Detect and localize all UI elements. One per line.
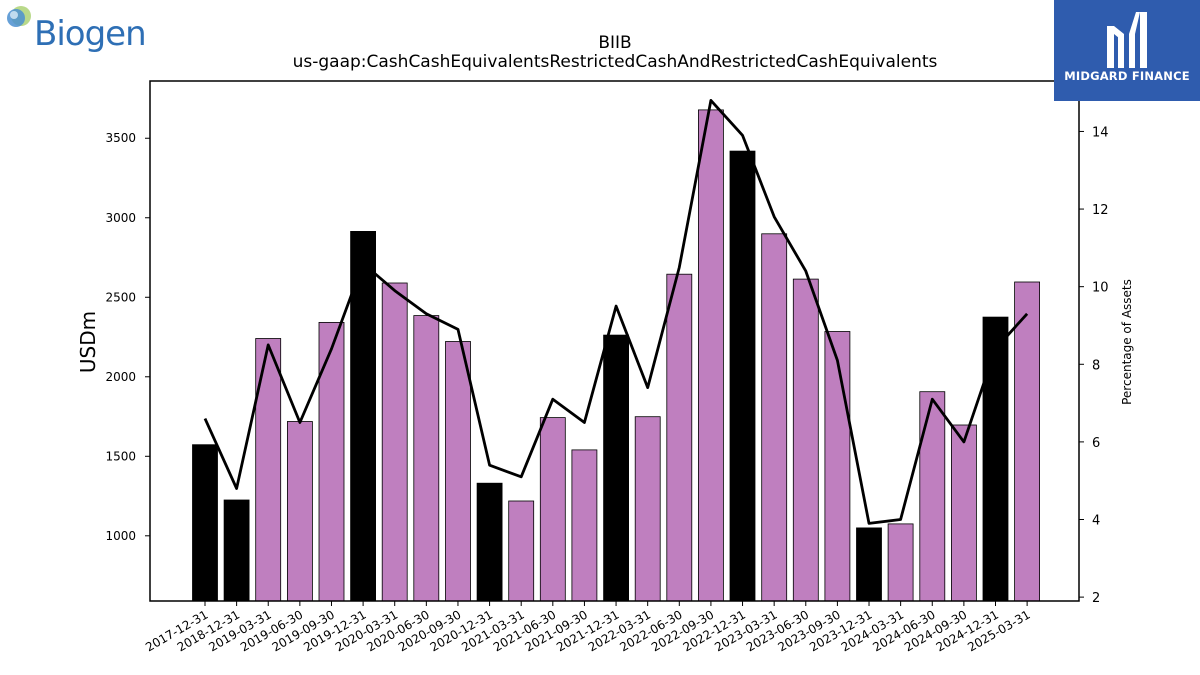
y2-tick-label: 4 (1092, 514, 1100, 529)
bar-2022-06-30 (666, 273, 693, 602)
y2-tick-label: 6 (1092, 436, 1100, 451)
bar-2020-12-31 (476, 482, 503, 602)
bar-2024-06-30 (919, 391, 946, 602)
bar-2023-12-31 (856, 527, 882, 602)
bar-2019-09-30 (318, 321, 345, 602)
y-tick-label: 2000 (105, 370, 136, 384)
bar-2020-09-30 (445, 341, 471, 602)
bar-2023-09-30 (824, 331, 851, 602)
bar-2020-03-31 (381, 282, 408, 602)
y-tick-label: 2500 (105, 290, 136, 304)
right-axis-ticks: 2 4 6 8 10 12 14 (1079, 125, 1109, 606)
bar-2021-12-31 (603, 334, 629, 602)
y2-tick-label: 14 (1092, 125, 1109, 140)
bar-2019-12-31 (350, 230, 377, 602)
bar-2017-12-31 (192, 444, 218, 602)
bar-2021-06-30 (539, 417, 566, 602)
bar-2025-03-31 (1014, 281, 1040, 602)
y2-tick-label: 8 (1092, 358, 1100, 373)
bar-2024-12-31 (982, 316, 1009, 602)
bar-2022-09-30 (698, 109, 724, 602)
biogen-logo: Biogen (34, 14, 147, 54)
y2-axis-label: Percentage of Assets (1120, 279, 1134, 405)
bar-2023-03-31 (761, 233, 788, 602)
y2-tick-label: 2 (1092, 591, 1100, 606)
bar-2021-03-31 (508, 500, 535, 602)
bar-2022-12-31 (729, 150, 756, 602)
bar-2022-03-31 (634, 416, 661, 602)
bar-2019-06-30 (286, 421, 313, 602)
x-axis-ticks: 2017-12-312018-12-312019-03-312019-06-30… (143, 601, 1033, 654)
y-tick-label: 3000 (105, 211, 136, 225)
watermark-text: MIDGARD FINANCE (1064, 69, 1190, 83)
biogen-globe-icon (7, 6, 31, 27)
y-tick-label: 1500 (105, 449, 136, 463)
midgard-finance-watermark: MIDGARD FINANCE (1054, 0, 1200, 101)
bar-2018-12-31 (223, 499, 250, 602)
bar-series (192, 109, 1040, 602)
bar-2024-03-31 (887, 523, 914, 602)
bar-2021-09-30 (571, 449, 598, 602)
y2-tick-label: 10 (1092, 281, 1109, 296)
percentage-of-assets-line (203, 99, 1029, 525)
bar-2024-09-30 (951, 424, 977, 602)
chart-subtitle: us-gaap:CashCashEquivalentsRestrictedCas… (292, 52, 938, 72)
y-tick-label: 1000 (105, 529, 136, 543)
bar-2023-06-30 (792, 278, 819, 602)
bar-2019-03-31 (255, 338, 282, 602)
plot-frame (149, 80, 1080, 602)
y-axis-label: USDm (76, 310, 100, 374)
midgard-logo-icon (1107, 12, 1147, 68)
left-axis-ticks: 1000 1500 2000 2500 3000 3500 (105, 131, 150, 543)
bar-2020-06-30 (413, 315, 440, 602)
y-tick-label: 3500 (105, 131, 136, 145)
y2-tick-label: 12 (1092, 203, 1109, 218)
chart-title: BIIB (598, 33, 632, 53)
